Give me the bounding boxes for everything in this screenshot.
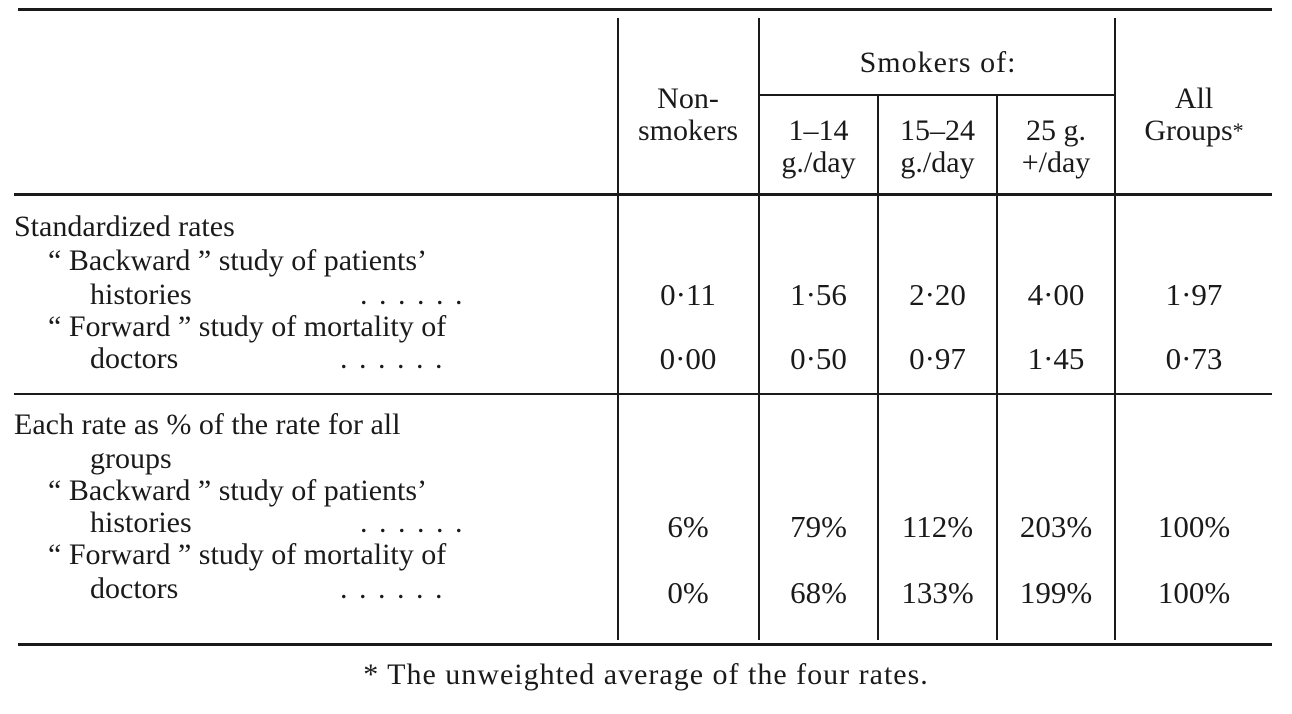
header-col3-line1: 25 g. — [1026, 114, 1086, 147]
s2-r2-all: 100% — [1157, 575, 1231, 610]
section1-row1-label: “ Backward ” study of patients’ — [48, 244, 428, 277]
s1-r1-col1: 1·56 — [790, 277, 847, 312]
s1-r1-col2: 2·20 — [909, 277, 966, 312]
footnote-marker: * — [1232, 118, 1244, 143]
header-all-label: Groups — [1144, 114, 1233, 147]
section1-row2-leaders: . . . . . . — [340, 342, 445, 375]
s2-r1-all: 100% — [1157, 509, 1231, 544]
section2-row2-label-cont: doctors — [90, 572, 179, 605]
header-non-smokers-line1: Non- — [657, 82, 719, 115]
s1-r1-col3: 4·00 — [1027, 277, 1085, 312]
header-col1-line1: 1–14 — [788, 114, 849, 147]
section2-title: Each rate as % of the rate for all — [14, 408, 401, 441]
section2-row2-label: “ Forward ” study of mortality of — [48, 538, 447, 571]
s2-r1-col2: 112% — [901, 509, 974, 544]
section1-row2-label: “ Forward ” study of mortality of — [48, 310, 447, 343]
section1-row2-label-cont: doctors — [90, 342, 179, 375]
s2-r2-col1: 68% — [790, 575, 847, 610]
section1-row1-leaders: . . . . . . — [360, 278, 465, 311]
section1-title: Standardized rates — [14, 210, 235, 243]
section2-row2-leaders: . . . . . . — [340, 572, 445, 605]
header-all-line2: Groups* — [1116, 116, 1272, 146]
top-rule — [18, 8, 1272, 11]
header-smokers-of: Smokers of: — [859, 46, 1017, 79]
header-col2-line2: g./day — [900, 146, 975, 179]
column-divider — [758, 18, 760, 640]
s1-r2-all: 0·73 — [1165, 341, 1223, 376]
section-rule — [14, 393, 1272, 395]
section1-row1-label-cont: histories — [90, 278, 192, 311]
section2-row1-label-cont: histories — [90, 506, 192, 539]
header-col2-line1: 15–24 — [900, 114, 975, 147]
s2-r1-col3: 203% — [1019, 509, 1093, 544]
column-divider — [617, 18, 619, 640]
column-divider — [996, 96, 998, 640]
column-divider — [877, 96, 879, 640]
section2-row1-leaders: . . . . . . — [360, 506, 465, 539]
header-rule — [14, 193, 1272, 196]
column-divider — [1114, 18, 1116, 640]
header-col3-line2: +/day — [1021, 146, 1091, 179]
s2-r1-non-smokers: 6% — [667, 509, 709, 544]
footnote: * The unweighted average of the four rat… — [363, 658, 929, 691]
s1-r2-col2: 0·97 — [909, 341, 966, 376]
section2-title-cont: groups — [90, 442, 172, 475]
s1-r2-col1: 0·50 — [790, 341, 847, 376]
section2-row1-label: “ Backward ” study of patients’ — [48, 474, 428, 507]
s2-r2-non-smokers: 0% — [667, 575, 709, 610]
s1-r1-non-smokers: 0·11 — [660, 277, 716, 312]
header-all-line1: All — [1174, 82, 1214, 115]
s1-r2-non-smokers: 0·00 — [659, 341, 717, 376]
smokers-subheader-rule — [760, 94, 1116, 96]
s2-r1-col1: 79% — [790, 509, 847, 544]
s2-r2-col3: 199% — [1019, 575, 1093, 610]
s1-r2-col3: 1·45 — [1027, 341, 1085, 376]
s1-r1-all: 1·97 — [1165, 277, 1223, 312]
bottom-rule — [18, 643, 1272, 646]
header-non-smokers-line2: smokers — [638, 114, 738, 147]
header-col1-line2: g./day — [781, 146, 856, 179]
s2-r2-col2: 133% — [901, 575, 974, 610]
